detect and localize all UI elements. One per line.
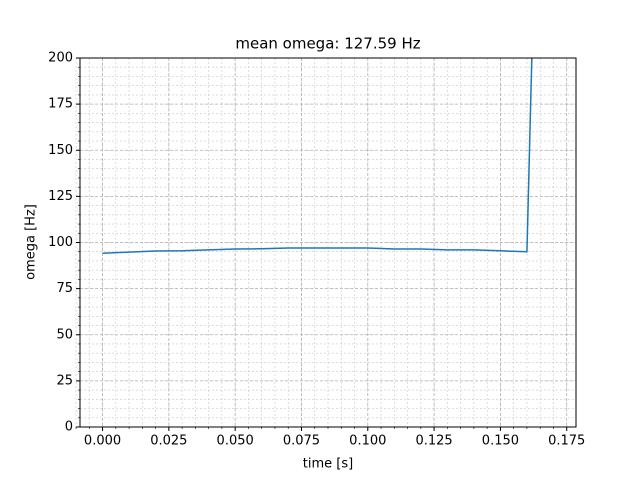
y-tick-label: 175 — [48, 97, 73, 112]
y-tick-label: 150 — [48, 143, 73, 158]
x-tick-label: 0.125 — [415, 434, 452, 449]
y-tick-label: 200 — [48, 51, 73, 66]
x-tick-label: 0.175 — [548, 434, 585, 449]
x-axis-label: time [s] — [303, 457, 353, 472]
chart-title: mean omega: 127.59 Hz — [235, 35, 420, 53]
y-tick-label: 125 — [48, 189, 73, 204]
plot-area — [102, 58, 533, 254]
grid — [75, 57, 576, 428]
x-tick-label: 0.150 — [482, 434, 519, 449]
x-tick-label: 0.000 — [84, 434, 121, 449]
y-tick-label: 100 — [48, 235, 73, 250]
y-tick-label: 25 — [56, 373, 73, 388]
x-tick-label: 0.025 — [150, 434, 187, 449]
data-line — [102, 58, 533, 254]
y-axis-label: omega [Hz] — [24, 204, 39, 280]
x-tick-label: 0.050 — [217, 434, 254, 449]
x-tick-label: 0.100 — [349, 434, 386, 449]
x-tick-label: 0.075 — [283, 434, 320, 449]
ticks: 0.000 0.025 0.050 0.075 0.100 0.125 0.150 0.175… — [48, 51, 585, 449]
y-tick-label: 0 — [65, 420, 73, 435]
y-tick-label: 75 — [56, 281, 73, 296]
y-tick-label: 50 — [56, 327, 73, 342]
